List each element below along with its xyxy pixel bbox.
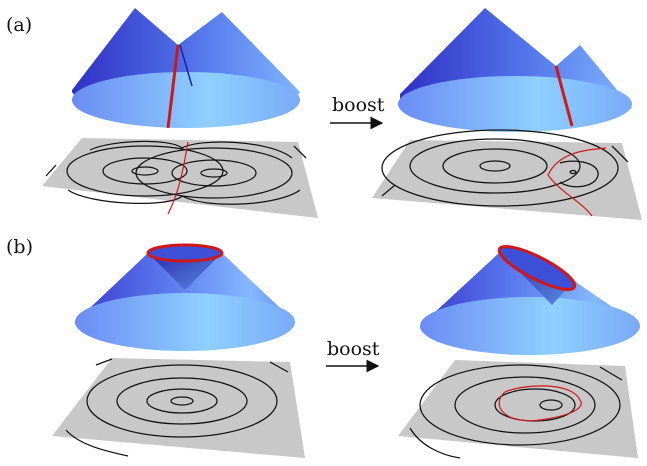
cone-inner-hollow [148,253,222,290]
panel-b-left-cone [75,243,295,351]
tilted-cone-base [420,297,640,355]
panel-a-left-sheet [42,138,318,218]
panel-a: (a) boost [6,8,642,220]
panel-a-boost-text: boost [332,94,385,116]
sheet-separatrix [167,141,189,215]
panel-a-right-cones [398,8,632,132]
boosted-round-sheet [398,360,638,458]
panel-b-right-sheet [398,360,638,459]
panel-b-right-cone [420,245,640,355]
boosted-intersection-line [554,65,574,127]
cone-intersection-line [166,44,180,129]
cone-top-rim [146,243,224,263]
panel-a-label: (a) [6,14,32,36]
cone-ridge-line [179,44,193,87]
double-cone-base [72,72,300,128]
round-contour-sheet [52,358,305,458]
panel-a-left-cones [72,8,300,129]
panel-b: (b) boost [6,236,640,459]
boosted-cone-base [398,76,632,132]
panel-b-label: (b) [6,236,33,258]
panel-b-boost-text: boost [327,338,380,360]
panel-b-boost-arrow: boost [326,338,380,373]
truncated-cone-base [75,293,295,351]
boosted-contour-sheet [372,140,642,220]
panel-a-boost-arrow: boost [330,94,385,130]
tilted-cone-rim [497,245,577,291]
panel-a-right-sheet [372,129,642,220]
boosted-red-orbit [498,385,582,422]
boosted-separatrix [547,147,607,217]
panel-b-left-sheet [52,358,305,458]
